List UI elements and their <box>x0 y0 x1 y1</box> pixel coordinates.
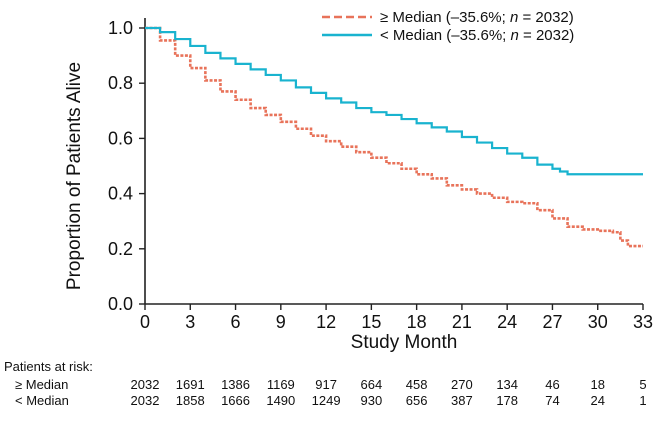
legend-prefix: ≥ Median (–35.6%; <box>380 9 510 26</box>
legend-label-lt: < Median (–35.6%; n = 2032) <box>380 27 574 44</box>
at-risk-value: 664 <box>361 377 383 392</box>
at-risk-value: 930 <box>361 393 383 408</box>
x-tick-label: 30 <box>588 312 608 332</box>
legend: ≥ Median (–35.6%; n = 2032)< Median (–35… <box>322 9 574 44</box>
x-tick-label: 21 <box>452 312 472 332</box>
series-layer <box>145 26 643 248</box>
at-risk-value: 1691 <box>176 377 205 392</box>
x-tick-label: 6 <box>231 312 241 332</box>
legend-suffix: = 2032) <box>519 27 574 44</box>
at-risk-row-label: < Median <box>15 393 69 408</box>
series-line-lt <box>145 26 643 176</box>
at-risk-value: 1386 <box>221 377 250 392</box>
legend-label-ge: ≥ Median (–35.6%; n = 2032) <box>380 9 574 26</box>
at-risk-value: 270 <box>451 377 473 392</box>
at-risk-value: 1169 <box>267 377 295 392</box>
at-risk-value: 18 <box>590 377 604 392</box>
y-tick-label: 1.0 <box>108 18 133 38</box>
legend-prefix: < Median (–35.6%; <box>380 27 511 44</box>
at-risk-value: 917 <box>315 377 337 392</box>
at-risk-value: 656 <box>406 393 428 408</box>
axes: 0 3 6 9 12 15 18 21 24 27 30 33 0.0 0.2 0.4 0.6 0.8 1.0 St… <box>64 18 653 353</box>
at-risk-table: Patients at risk:≥ Median 2032 1691 1386 116… <box>4 359 647 408</box>
at-risk-row-label: ≥ Median <box>15 377 68 392</box>
y-axis-title: Proportion of Patients Alive <box>64 62 85 290</box>
at-risk-value: 1 <box>639 393 646 408</box>
y-tick-label: 0.4 <box>108 184 133 204</box>
at-risk-title: Patients at risk: <box>4 359 93 374</box>
at-risk-value: 46 <box>545 377 559 392</box>
x-tick-label: 0 <box>140 312 150 332</box>
legend-suffix: = 2032) <box>518 9 573 26</box>
y-tick-label: 0.6 <box>108 128 133 148</box>
at-risk-value: 458 <box>406 377 428 392</box>
x-tick-label: 24 <box>497 312 517 332</box>
x-tick-label: 3 <box>185 312 195 332</box>
y-tick-label: 0.2 <box>108 239 133 259</box>
x-tick-label: 12 <box>316 312 336 332</box>
at-risk-value: 5 <box>639 377 646 392</box>
x-axis-title: Study Month <box>351 332 458 353</box>
at-risk-value: 1858 <box>176 393 205 408</box>
at-risk-value: 74 <box>545 393 559 408</box>
at-risk-value: 2032 <box>131 393 160 408</box>
at-risk-value: 178 <box>496 393 518 408</box>
x-tick-label: 9 <box>276 312 286 332</box>
legend-n: n <box>511 27 519 44</box>
at-risk-value: 2032 <box>131 377 160 392</box>
x-tick-label: 33 <box>633 312 653 332</box>
legend-n: n <box>510 9 518 26</box>
at-risk-value: 1666 <box>221 393 250 408</box>
at-risk-value: 1249 <box>312 393 341 408</box>
at-risk-value: 24 <box>590 393 604 408</box>
series-line-ge <box>145 26 643 248</box>
at-risk-value: 387 <box>451 393 473 408</box>
x-tick-label: 27 <box>542 312 562 332</box>
y-tick-label: 0.8 <box>108 73 133 93</box>
at-risk-value: 134 <box>496 377 518 392</box>
x-tick-label: 15 <box>361 312 381 332</box>
x-tick-label: 18 <box>407 312 427 332</box>
y-tick-label: 0.0 <box>108 294 133 314</box>
at-risk-value: 1490 <box>266 393 295 408</box>
